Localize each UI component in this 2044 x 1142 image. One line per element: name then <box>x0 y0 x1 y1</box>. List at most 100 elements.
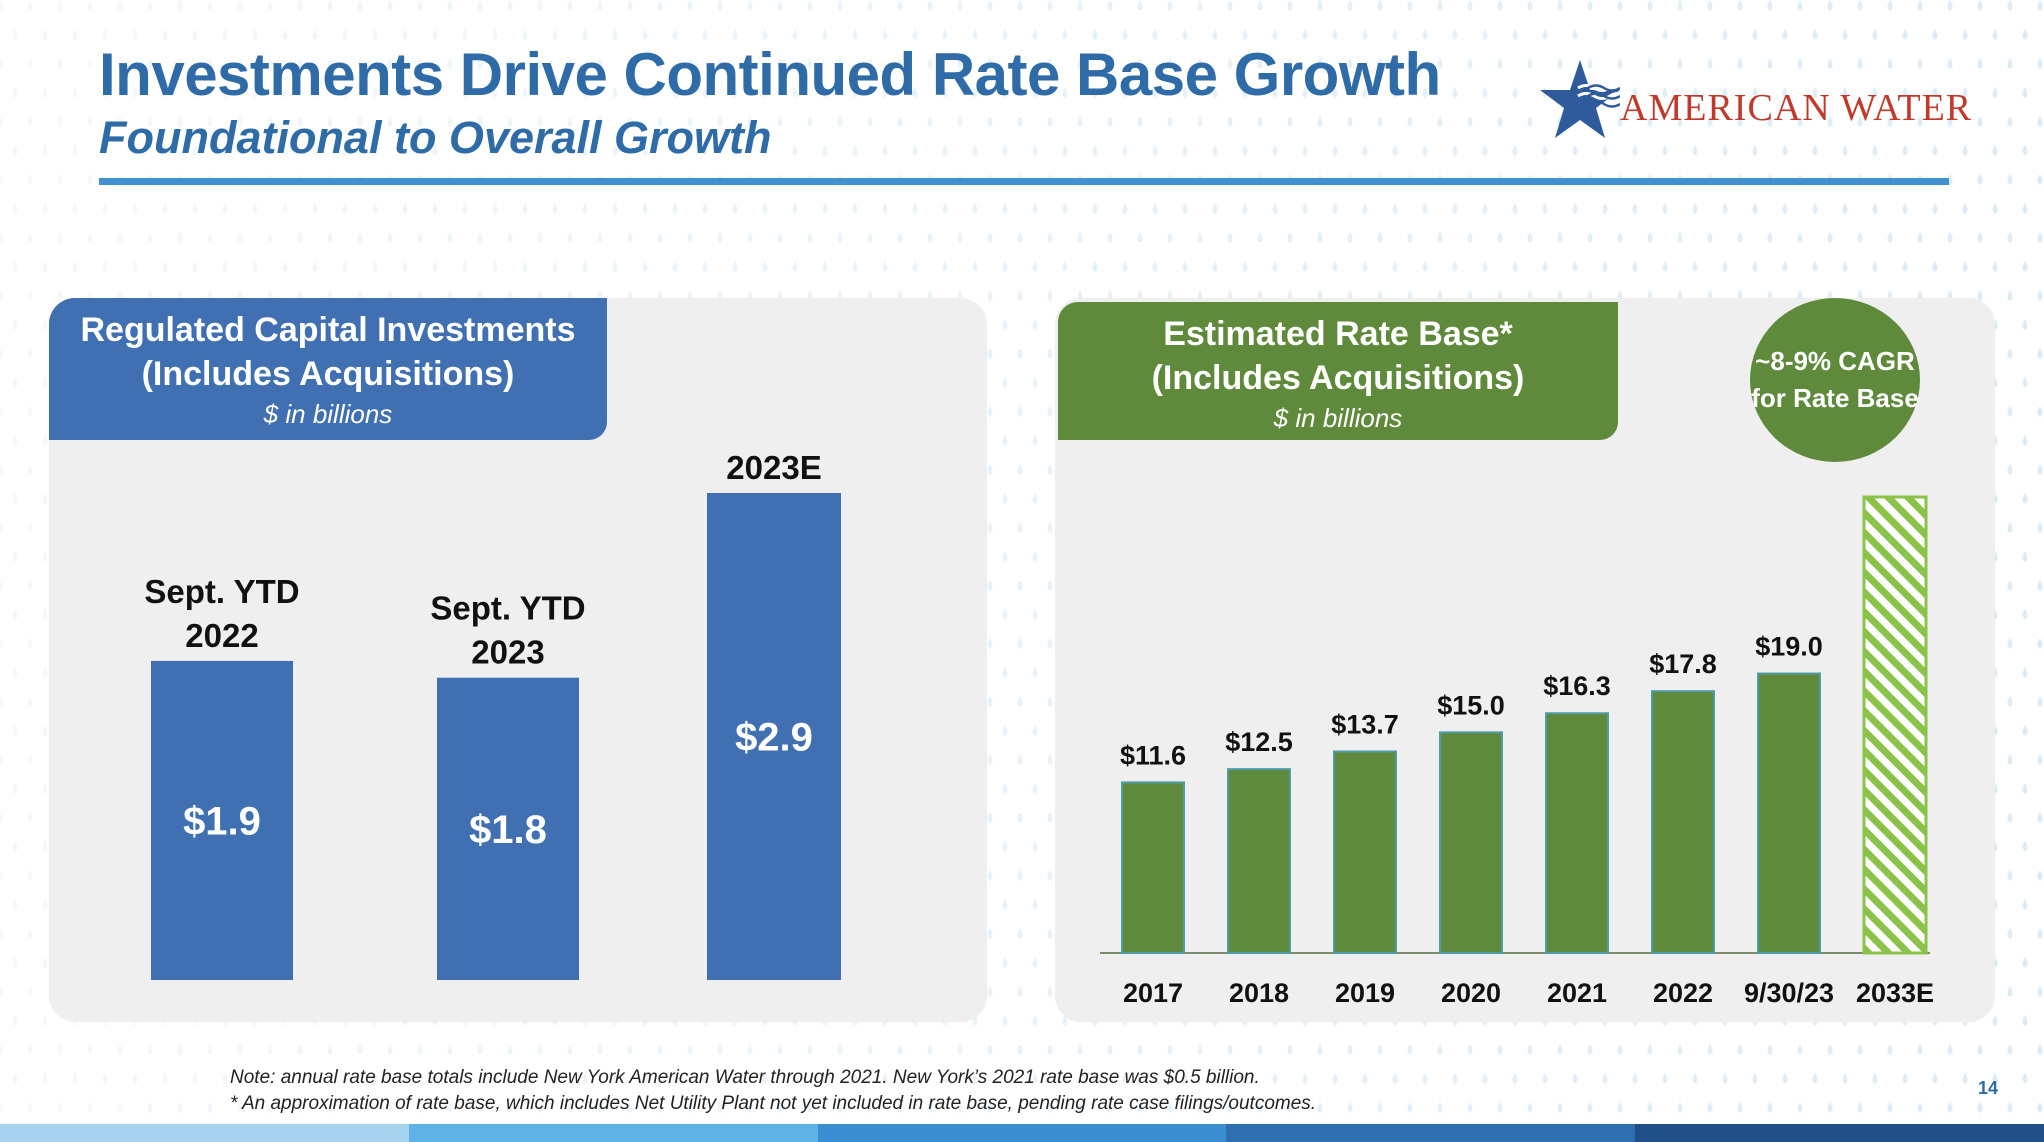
water-drop-shape <box>1407 58 1413 69</box>
water-drop-shape <box>252 145 258 156</box>
water-drop-shape <box>912 87 918 98</box>
water-drop-shape <box>87 58 93 69</box>
water-drop-shape <box>1107 116 1113 127</box>
water-drop-shape <box>1302 145 1308 156</box>
water-drop-shape <box>2037 348 2043 359</box>
water-drop-shape <box>492 87 498 98</box>
water-drop-shape <box>2022 261 2028 272</box>
water-drop-shape <box>1602 261 1608 272</box>
water-drop-shape <box>672 203 678 214</box>
water-drop-shape <box>1137 116 1143 127</box>
water-drop-shape <box>1947 0 1953 11</box>
water-drop-shape <box>417 232 423 243</box>
water-drop-shape <box>1302 261 1308 272</box>
water-drop-shape <box>1002 261 1008 272</box>
water-drop-shape <box>1332 29 1338 40</box>
water-drop-shape <box>1362 87 1368 98</box>
water-drop-shape <box>1257 0 1263 11</box>
water-drop-shape <box>732 29 738 40</box>
water-drop-shape <box>807 116 813 127</box>
water-drop-shape <box>1857 0 1863 11</box>
water-drop-shape <box>777 232 783 243</box>
water-drop-shape <box>2007 406 2013 417</box>
water-drop-shape <box>972 145 978 156</box>
water-drop-shape <box>57 0 63 11</box>
water-drop-shape <box>1347 0 1353 11</box>
water-drop-shape <box>1962 87 1968 98</box>
water-drop-shape <box>717 0 723 11</box>
water-drop-shape <box>1992 29 1998 40</box>
water-drop-shape <box>942 87 948 98</box>
water-drop-shape <box>42 435 48 446</box>
water-drop-shape <box>657 116 663 127</box>
water-drop-shape <box>1932 29 1938 40</box>
water-drop-shape <box>1062 203 1068 214</box>
water-drop-shape <box>1527 58 1533 69</box>
water-drop-shape <box>642 87 648 98</box>
water-drop-shape <box>462 261 468 272</box>
water-drop-shape <box>27 464 33 475</box>
water-drop-shape <box>1947 116 1953 127</box>
water-drop-shape <box>867 116 873 127</box>
water-drop-shape <box>1092 203 1098 214</box>
footnote-asterisk: * An approximation of rate base, which i… <box>230 1093 1317 1114</box>
water-drop-shape <box>1047 522 1053 533</box>
water-drop-shape <box>1827 116 1833 127</box>
water-drop-shape <box>1197 116 1203 127</box>
water-drop-shape <box>1797 116 1803 127</box>
water-drop-shape <box>57 58 63 69</box>
water-drop-shape <box>12 261 18 272</box>
water-drop-shape <box>1062 145 1068 156</box>
water-drop-shape <box>1167 58 1173 69</box>
water-drop-shape <box>132 261 138 272</box>
water-drop-shape <box>117 0 123 11</box>
water-drop-shape <box>1047 406 1053 417</box>
water-drop-shape <box>1407 116 1413 127</box>
water-drop-shape <box>1497 58 1503 69</box>
water-drop-shape <box>1617 58 1623 69</box>
water-drop-shape <box>1617 0 1623 11</box>
water-drop-shape <box>1287 0 1293 11</box>
water-drop-shape <box>777 0 783 11</box>
water-drop-shape <box>222 87 228 98</box>
water-drop-shape <box>1767 0 1773 11</box>
water-drop-shape <box>102 145 108 156</box>
water-drop-shape <box>522 145 528 156</box>
water-drop-shape <box>717 232 723 243</box>
water-drop-shape <box>432 29 438 40</box>
water-drop-shape <box>1407 232 1413 243</box>
water-drop-shape <box>1482 261 1488 272</box>
water-drop-shape <box>687 58 693 69</box>
water-drop-shape <box>1392 29 1398 40</box>
water-drop-shape <box>1692 203 1698 214</box>
water-drop-shape <box>402 261 408 272</box>
water-drop-shape <box>1497 0 1503 11</box>
water-drop-shape <box>1347 116 1353 127</box>
water-drop-shape <box>1422 87 1428 98</box>
water-drop-shape <box>2007 0 2013 11</box>
water-drop-shape <box>852 261 858 272</box>
water-drop-shape <box>1842 87 1848 98</box>
page-number: 14 <box>1978 1078 1999 1098</box>
water-drop-shape <box>1212 203 1218 214</box>
water-drop-shape <box>102 261 108 272</box>
water-drop-shape <box>1332 145 1338 156</box>
water-drop-shape <box>1437 58 1443 69</box>
water-drop-shape <box>342 29 348 40</box>
water-drop-shape <box>2007 348 2013 359</box>
water-drop-shape <box>267 116 273 127</box>
water-drop-shape <box>327 0 333 11</box>
water-drop-shape <box>492 203 498 214</box>
water-drop-shape <box>1227 232 1233 243</box>
water-drop-shape <box>27 232 33 243</box>
water-drop-shape <box>492 145 498 156</box>
water-drop-shape <box>1137 232 1143 243</box>
water-drop-shape <box>1032 261 1038 272</box>
water-drop-shape <box>1152 87 1158 98</box>
water-drop-shape <box>1977 0 1983 11</box>
water-drop-shape <box>912 29 918 40</box>
water-drop-shape <box>252 203 258 214</box>
water-drop-shape <box>1467 116 1473 127</box>
water-drop-shape <box>1017 232 1023 243</box>
rate-base-bar <box>1862 495 1928 955</box>
